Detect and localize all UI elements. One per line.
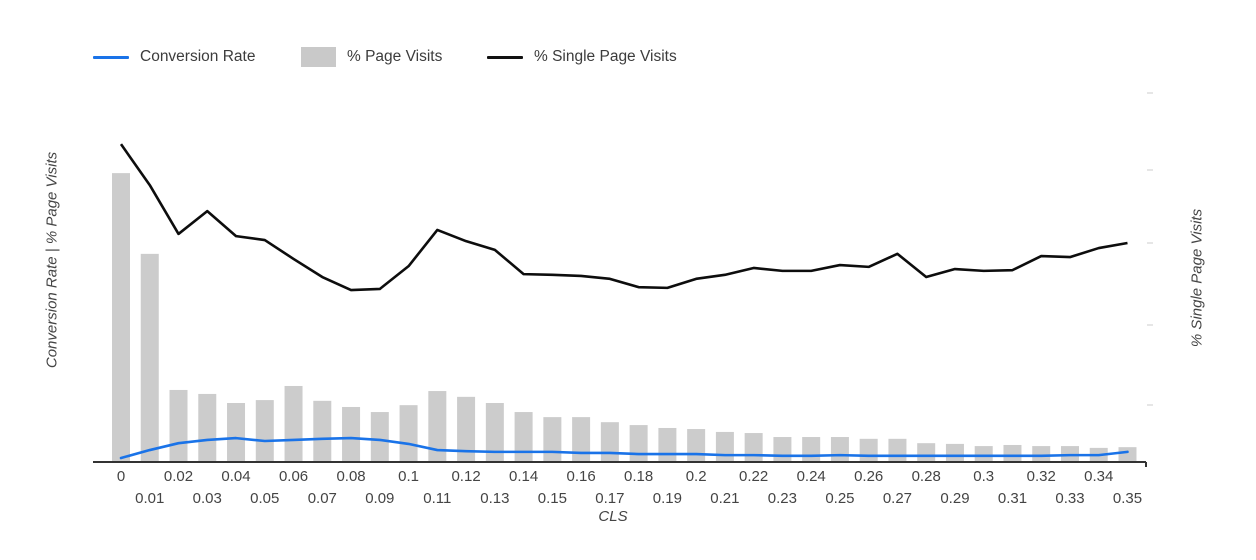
page-visits-bar: [830, 437, 849, 462]
x-tick-label: 0.34: [1084, 468, 1113, 485]
page-visits-bar: [399, 405, 418, 462]
x-tick-label: 0.11: [423, 490, 451, 507]
page-visits-bar: [572, 417, 591, 462]
x-tick-label: 0.04: [221, 468, 250, 485]
conversion-rate-line: [119, 436, 1129, 460]
page-visits-bar: [255, 400, 274, 462]
x-tick-label: 0.15: [538, 490, 567, 507]
page-visits-bar: [543, 417, 562, 462]
x-tick-label: 0.1: [398, 468, 419, 485]
x-tick-label: 0.12: [451, 468, 480, 485]
page-visits-bar: [514, 412, 533, 462]
gray-bar-swatch-icon: [301, 47, 336, 67]
page-visits-bar: [600, 422, 619, 462]
x-tick-label: 0.14: [509, 468, 538, 485]
x-tick-label: 0.25: [825, 490, 854, 507]
page-visits-bar: [773, 437, 792, 462]
x-tick-label: 0.01: [135, 490, 164, 507]
page-visits-bar: [859, 438, 878, 462]
page-visits-bar: [1003, 444, 1022, 462]
y-axis-left-label: Conversion Rate | % Page Visits: [43, 151, 61, 369]
page-visits-bar: [313, 400, 332, 462]
page-visits-bar: [917, 443, 936, 462]
x-tick-label: 0.02: [164, 468, 193, 485]
page-visits-bar: [227, 402, 246, 462]
page-visits-bar: [112, 173, 130, 462]
x-tick-label: 0.03: [193, 490, 222, 507]
page-visits-bar: [169, 389, 188, 462]
x-tick-label: 0.35: [1113, 490, 1142, 507]
x-tick-label: 0.18: [624, 468, 653, 485]
y-axis-right-label: % Single Page Visits: [1188, 208, 1206, 348]
legend-label: Conversion Rate: [140, 48, 256, 65]
page-visits-bar: [687, 429, 706, 462]
blue-line-swatch-icon: [93, 55, 129, 59]
legend-item-page-visits: % Page Visits: [301, 47, 442, 67]
page-visits-bar: [945, 443, 964, 462]
page-visits-bar: [342, 406, 361, 462]
single-page-visits-line: [119, 143, 1128, 292]
x-tick-label: 0.13: [480, 490, 509, 507]
x-tick-label: 0.26: [854, 468, 883, 485]
x-tick-label: 0: [117, 468, 125, 485]
page-visits-bar: [140, 253, 159, 462]
x-tick-label: 0.06: [279, 468, 308, 485]
x-tick-label: 0.19: [653, 490, 682, 507]
x-tick-label: 0.22: [739, 468, 768, 485]
x-tick-label: 0.31: [998, 490, 1027, 507]
legend-label: % Single Page Visits: [534, 48, 677, 65]
x-tick-label: 0.24: [797, 468, 826, 485]
page-visits-bar: [715, 431, 734, 462]
x-tick-label: 0.33: [1055, 490, 1084, 507]
page-visits-bar: [284, 385, 303, 462]
page-visits-bar: [974, 446, 993, 462]
x-tick-label: 0.07: [308, 490, 337, 507]
page-visits-bar: [629, 425, 648, 462]
black-line-swatch-icon: [487, 55, 523, 59]
page-visits-bar: [888, 438, 907, 462]
x-tick-label: 0.3: [973, 468, 994, 485]
x-axis-label: CLS: [598, 508, 628, 525]
x-tick-label: 0.08: [336, 468, 365, 485]
page-visits-bar: [370, 412, 389, 462]
legend-item-conversion-rate: Conversion Rate: [93, 47, 255, 67]
x-tick-label: 0.21: [710, 490, 739, 507]
page-visits-bar: [1032, 446, 1051, 462]
page-visits-bar: [802, 437, 821, 462]
x-tick-label: 0.32: [1027, 468, 1056, 485]
page-visits-bar: [744, 433, 763, 462]
x-tick-label: 0.23: [768, 490, 797, 507]
x-tick-label: 0.28: [912, 468, 941, 485]
x-tick-label: 0.16: [567, 468, 596, 485]
x-tick-label: 0.17: [595, 490, 624, 507]
x-tick-label: 0.27: [883, 490, 912, 507]
page-visits-bar: [198, 393, 217, 462]
x-tick-label: 0.2: [686, 468, 707, 485]
legend-item-single-page-visits: % Single Page Visits: [487, 47, 677, 67]
x-tick-label: 0.05: [250, 490, 279, 507]
page-visits-bar: [1118, 447, 1137, 462]
legend-label: % Page Visits: [347, 48, 443, 65]
x-tick-label: 0.29: [940, 490, 969, 507]
page-visits-bar: [485, 402, 504, 462]
page-visits-bar: [428, 391, 447, 462]
page-visits-bar: [658, 427, 677, 462]
x-tick-label: 0.09: [365, 490, 394, 507]
page-visits-bar: [457, 396, 476, 462]
